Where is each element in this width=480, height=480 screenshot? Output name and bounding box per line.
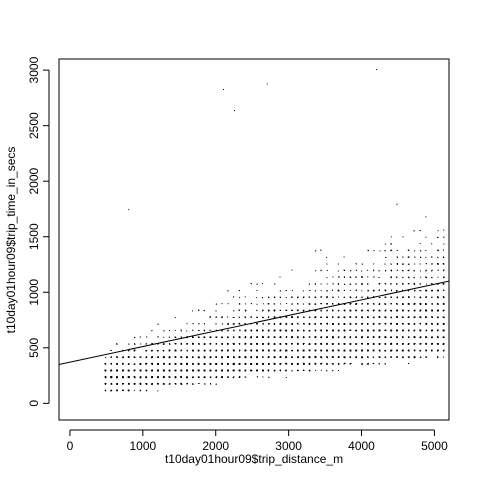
scatter-point bbox=[361, 270, 363, 272]
scatter-point bbox=[256, 303, 258, 305]
scatter-point bbox=[425, 236, 427, 238]
scatter-point bbox=[443, 243, 445, 245]
scatter-point bbox=[315, 369, 317, 371]
scatter-point bbox=[320, 290, 322, 292]
scatter-points bbox=[104, 69, 445, 392]
scatter-point bbox=[174, 329, 176, 331]
scatter-point bbox=[192, 310, 194, 312]
scatter-point bbox=[221, 303, 223, 305]
scatter-point bbox=[140, 343, 142, 345]
scatter-point bbox=[344, 276, 345, 278]
scatter-point bbox=[361, 290, 363, 292]
scatter-point bbox=[338, 310, 340, 312]
scatter-point bbox=[186, 323, 188, 325]
scatter-point bbox=[414, 263, 416, 265]
scatter-point bbox=[373, 269, 375, 271]
scatter-point bbox=[355, 283, 357, 285]
scatter-point bbox=[384, 323, 386, 325]
scatter-point bbox=[280, 303, 282, 305]
scatter-point bbox=[443, 356, 444, 358]
scatter-point bbox=[332, 276, 334, 278]
scatter-point bbox=[245, 303, 246, 305]
scatter-point bbox=[437, 289, 439, 291]
scatter-point bbox=[134, 389, 135, 391]
scatter-point bbox=[332, 343, 334, 344]
scatter-point bbox=[145, 343, 147, 345]
scatter-point bbox=[233, 330, 235, 332]
scatter-point bbox=[232, 329, 234, 331]
scatter-point bbox=[279, 296, 281, 298]
scatter-point bbox=[425, 289, 427, 291]
scatter-point bbox=[210, 383, 211, 384]
scatter-point bbox=[175, 383, 177, 385]
scatter-point bbox=[256, 297, 258, 299]
scatter-point bbox=[390, 236, 392, 238]
scatter-point bbox=[391, 270, 393, 272]
scatter-point bbox=[408, 269, 410, 271]
scatter-point bbox=[280, 297, 281, 299]
scatter-point bbox=[291, 269, 293, 271]
scatter-point bbox=[256, 310, 258, 312]
scatter-point bbox=[378, 296, 380, 298]
scatter-point bbox=[116, 343, 118, 345]
scatter-point bbox=[209, 329, 211, 331]
scatter-point bbox=[367, 310, 368, 311]
scatter-point bbox=[419, 290, 421, 292]
scatter-point bbox=[239, 296, 241, 298]
scatter-point bbox=[420, 276, 422, 278]
scatter-point bbox=[285, 377, 287, 378]
scatter-point bbox=[343, 276, 345, 278]
scatter-point bbox=[379, 250, 381, 252]
scatter-point bbox=[315, 290, 316, 292]
scatter-point bbox=[338, 276, 339, 278]
scatter-point bbox=[257, 317, 258, 318]
scatter-point bbox=[320, 369, 322, 371]
scatter-point bbox=[437, 316, 439, 318]
scatter-point bbox=[420, 270, 421, 272]
scatter-point bbox=[414, 250, 416, 252]
scatter-point bbox=[437, 276, 439, 278]
scatter-point bbox=[367, 362, 369, 364]
scatter-point bbox=[262, 376, 264, 378]
scatter-point bbox=[262, 303, 264, 305]
scatter-point bbox=[320, 283, 322, 285]
scatter-point bbox=[326, 263, 328, 265]
scatter-point bbox=[396, 269, 398, 271]
scatter-point bbox=[244, 296, 246, 298]
scatter-point bbox=[326, 257, 328, 259]
scatter-point bbox=[384, 263, 386, 265]
scatter-point bbox=[181, 336, 183, 338]
scatter-point bbox=[192, 337, 194, 338]
scatter-point bbox=[420, 250, 421, 252]
scatter-point bbox=[350, 289, 352, 291]
scatter-point bbox=[169, 330, 170, 332]
scatter-point bbox=[315, 270, 317, 272]
scatter-point bbox=[385, 243, 387, 245]
scatter-point bbox=[297, 323, 299, 325]
scatter-point bbox=[431, 270, 433, 272]
scatter-point bbox=[180, 336, 182, 338]
scatter-point bbox=[233, 329, 235, 331]
scatter-point bbox=[425, 256, 427, 258]
scatter-point bbox=[186, 330, 188, 332]
scatter-point bbox=[302, 290, 304, 292]
scatter-point bbox=[356, 310, 358, 312]
scatter-point bbox=[227, 316, 229, 318]
scatter-point bbox=[425, 250, 427, 251]
scatter-point bbox=[443, 229, 445, 231]
scatter-point bbox=[373, 263, 375, 265]
scatter-point bbox=[238, 316, 240, 318]
scatter-point bbox=[367, 276, 369, 278]
scatter-point bbox=[402, 276, 404, 278]
